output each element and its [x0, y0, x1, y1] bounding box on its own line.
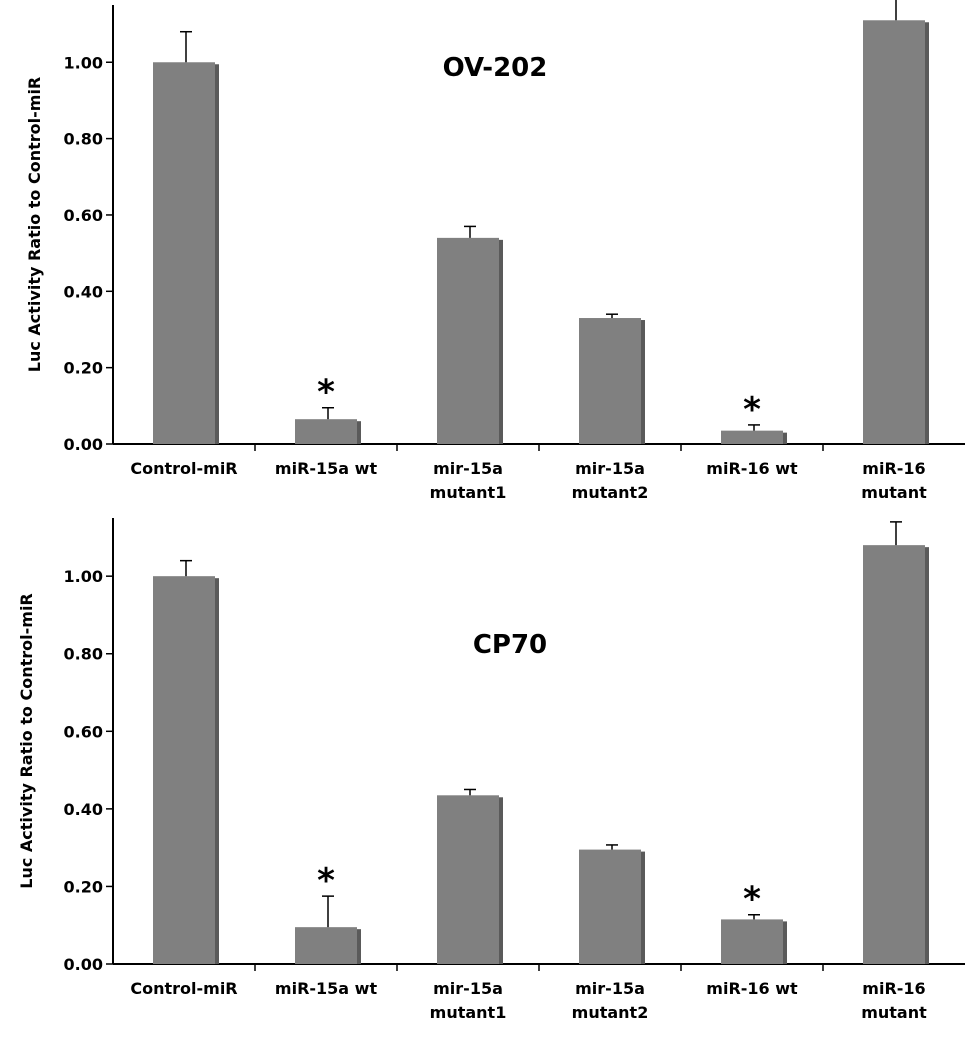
x-category-label: Control-miR [130, 979, 237, 998]
bar-shadow [924, 547, 929, 964]
x-category-label: miR-16 [862, 979, 925, 998]
bar-shadow [214, 578, 219, 964]
x-category-label: mutant2 [572, 1003, 649, 1022]
significance-marker: * [743, 390, 761, 430]
y-tick-label: 0.60 [64, 722, 103, 741]
y-tick-label: 0.80 [64, 645, 103, 664]
bar-shadow [924, 22, 929, 445]
x-category-label: mir-15a [433, 459, 503, 478]
y-tick-label: 0.20 [64, 877, 103, 896]
y-tick-label: 0.00 [64, 435, 103, 454]
chart-ov202: OV-202 Luc Activity Ratio to Control-miR… [25, 0, 965, 502]
significance-marker: * [317, 861, 335, 901]
y-tick-label: 0.40 [64, 800, 103, 819]
bar [295, 927, 357, 964]
x-category-label: mir-15a [433, 979, 503, 998]
bar [579, 849, 641, 964]
bar-shadow [640, 851, 645, 964]
y-axis-label: Luc Activity Ratio to Control-miR [25, 77, 44, 372]
bar-shadow [356, 421, 361, 444]
y-tick-label: 1.00 [64, 53, 103, 72]
y-tick-label: 0.20 [64, 359, 103, 378]
chart-title: OV-202 [443, 53, 548, 83]
x-category-label: mir-15a [575, 979, 645, 998]
bar-shadow [782, 921, 787, 964]
bar [863, 545, 925, 964]
significance-marker: * [743, 880, 761, 920]
significance-marker: * [317, 373, 335, 413]
bar-shadow [782, 432, 787, 444]
x-category-label: miR-16 wt [706, 979, 798, 998]
x-category-label: mutant1 [430, 483, 507, 502]
bar-shadow [498, 239, 503, 444]
x-category-label: miR-16 wt [706, 459, 798, 478]
x-category-label: mutant [861, 1003, 927, 1022]
bar [579, 318, 641, 444]
bar-shadow [214, 64, 219, 445]
chart-cp70: CP70 Luc Activity Ratio to Control-miR 0… [17, 518, 965, 1022]
x-category-label: mir-15a [575, 459, 645, 478]
x-category-label: mutant [861, 483, 927, 502]
y-tick-label: 0.60 [64, 206, 103, 225]
y-tick-label: 0.00 [64, 955, 103, 974]
y-tick-label: 1.00 [64, 567, 103, 586]
y-tick-label: 0.80 [64, 130, 103, 149]
bar [153, 576, 215, 964]
y-tick-label: 0.40 [64, 282, 103, 301]
bar [295, 419, 357, 444]
bar [437, 237, 499, 444]
x-category-label: mutant1 [430, 1003, 507, 1022]
x-category-label: Control-miR [130, 459, 237, 478]
bar-shadow [640, 320, 645, 444]
bar [721, 919, 783, 964]
y-axis-label: Luc Activity Ratio to Control-miR [17, 593, 36, 888]
x-category-label: miR-15a wt [275, 459, 378, 478]
x-category-label: miR-15a wt [275, 979, 378, 998]
x-category-label: miR-16 [862, 459, 925, 478]
bar [863, 20, 925, 445]
bar [153, 62, 215, 445]
x-category-label: mutant2 [572, 483, 649, 502]
bar [721, 430, 783, 444]
bar-shadow [356, 929, 361, 964]
bar [437, 795, 499, 964]
bar-shadow [498, 797, 503, 964]
chart-title: CP70 [473, 630, 547, 660]
